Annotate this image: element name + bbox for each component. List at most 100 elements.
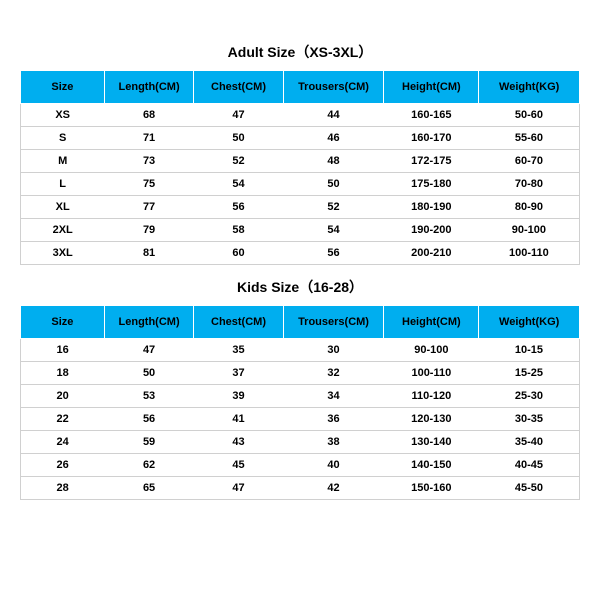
col-trousers: Trousers(CM) [283,71,384,104]
table-cell: 30 [283,339,384,362]
table-row: 26624540140-15040-45 [21,454,580,477]
col-height: Height(CM) [384,306,479,339]
table-row: 2XL795854190-20090-100 [21,219,580,242]
table-cell: 150-160 [384,477,479,500]
table-row: 18503732100-11015-25 [21,362,580,385]
table-cell: 26 [21,454,105,477]
table-cell: 60-70 [479,150,580,173]
table-row: 28654742150-16045-50 [21,477,580,500]
table-cell: 22 [21,408,105,431]
table-cell: 100-110 [479,242,580,265]
table-cell: 40 [283,454,384,477]
table-cell: 15-25 [479,362,580,385]
table-cell: 44 [283,104,384,127]
table-cell: 50 [283,173,384,196]
table-row: 3XL816056200-210100-110 [21,242,580,265]
table-cell: 79 [104,219,193,242]
table-cell: 100-110 [384,362,479,385]
table-cell: 160-165 [384,104,479,127]
kids-title: Kids Size（16-28） [20,277,580,297]
table-row: XS684744160-16550-60 [21,104,580,127]
table-cell: 48 [283,150,384,173]
table-cell: 24 [21,431,105,454]
col-weight: Weight(KG) [479,71,580,104]
table-cell: 54 [194,173,283,196]
table-cell: 37 [194,362,283,385]
kids-tbody: 1647353090-10010-1518503732100-11015-252… [21,339,580,500]
table-cell: 68 [104,104,193,127]
col-size: Size [21,306,105,339]
table-cell: 180-190 [384,196,479,219]
table-cell: 36 [283,408,384,431]
table-cell: 110-120 [384,385,479,408]
table-cell: 62 [104,454,193,477]
table-cell: 35-40 [479,431,580,454]
adult-title: Adult Size（XS-3XL） [20,42,580,62]
table-cell: S [21,127,105,150]
table-cell: 130-140 [384,431,479,454]
table-header-row: Size Length(CM) Chest(CM) Trousers(CM) H… [21,71,580,104]
table-cell: 3XL [21,242,105,265]
table-row: 1647353090-10010-15 [21,339,580,362]
table-cell: 52 [194,150,283,173]
col-trousers: Trousers(CM) [283,306,384,339]
table-cell: 16 [21,339,105,362]
table-cell: 42 [283,477,384,500]
table-row: M735248172-17560-70 [21,150,580,173]
table-cell: 75 [104,173,193,196]
table-cell: 45 [194,454,283,477]
table-cell: 56 [283,242,384,265]
table-cell: 60 [194,242,283,265]
table-cell: 10-15 [479,339,580,362]
table-cell: 54 [283,219,384,242]
table-cell: 120-130 [384,408,479,431]
col-length: Length(CM) [104,306,193,339]
table-cell: 160-170 [384,127,479,150]
table-row: 24594338130-14035-40 [21,431,580,454]
table-cell: 41 [194,408,283,431]
table-cell: 47 [194,477,283,500]
table-cell: 28 [21,477,105,500]
table-cell: 34 [283,385,384,408]
table-cell: L [21,173,105,196]
table-row: 20533934110-12025-30 [21,385,580,408]
table-cell: 52 [283,196,384,219]
table-cell: 47 [194,104,283,127]
table-cell: 39 [194,385,283,408]
table-cell: 53 [104,385,193,408]
col-chest: Chest(CM) [194,306,283,339]
table-cell: 81 [104,242,193,265]
table-cell: 58 [194,219,283,242]
col-length: Length(CM) [104,71,193,104]
table-cell: 32 [283,362,384,385]
table-cell: 200-210 [384,242,479,265]
table-cell: 65 [104,477,193,500]
col-weight: Weight(KG) [479,306,580,339]
table-row: S715046160-17055-60 [21,127,580,150]
table-cell: 45-50 [479,477,580,500]
kids-size-table: Size Length(CM) Chest(CM) Trousers(CM) H… [20,305,580,500]
table-cell: 35 [194,339,283,362]
table-cell: 43 [194,431,283,454]
table-cell: 90-100 [384,339,479,362]
table-row: 22564136120-13030-35 [21,408,580,431]
table-cell: 38 [283,431,384,454]
table-cell: 90-100 [479,219,580,242]
table-cell: 73 [104,150,193,173]
table-row: L755450175-18070-80 [21,173,580,196]
table-cell: 172-175 [384,150,479,173]
table-cell: 56 [194,196,283,219]
table-header-row: Size Length(CM) Chest(CM) Trousers(CM) H… [21,306,580,339]
table-cell: 56 [104,408,193,431]
table-cell: 46 [283,127,384,150]
col-chest: Chest(CM) [194,71,283,104]
table-row: XL775652180-19080-90 [21,196,580,219]
table-cell: 55-60 [479,127,580,150]
table-cell: 80-90 [479,196,580,219]
table-cell: XS [21,104,105,127]
table-cell: 77 [104,196,193,219]
table-cell: 20 [21,385,105,408]
table-cell: 59 [104,431,193,454]
adult-size-table: Size Length(CM) Chest(CM) Trousers(CM) H… [20,70,580,265]
table-cell: 50 [104,362,193,385]
